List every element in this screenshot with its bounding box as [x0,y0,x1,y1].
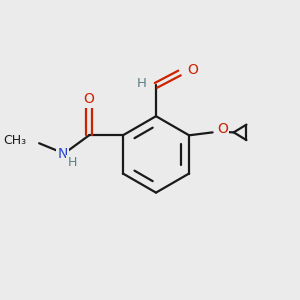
Text: CH₃: CH₃ [4,134,27,147]
Text: H: H [68,156,77,170]
Text: N: N [58,146,68,161]
Text: O: O [217,122,228,136]
Text: O: O [84,92,94,106]
Text: O: O [187,63,198,77]
Text: H: H [137,77,147,90]
